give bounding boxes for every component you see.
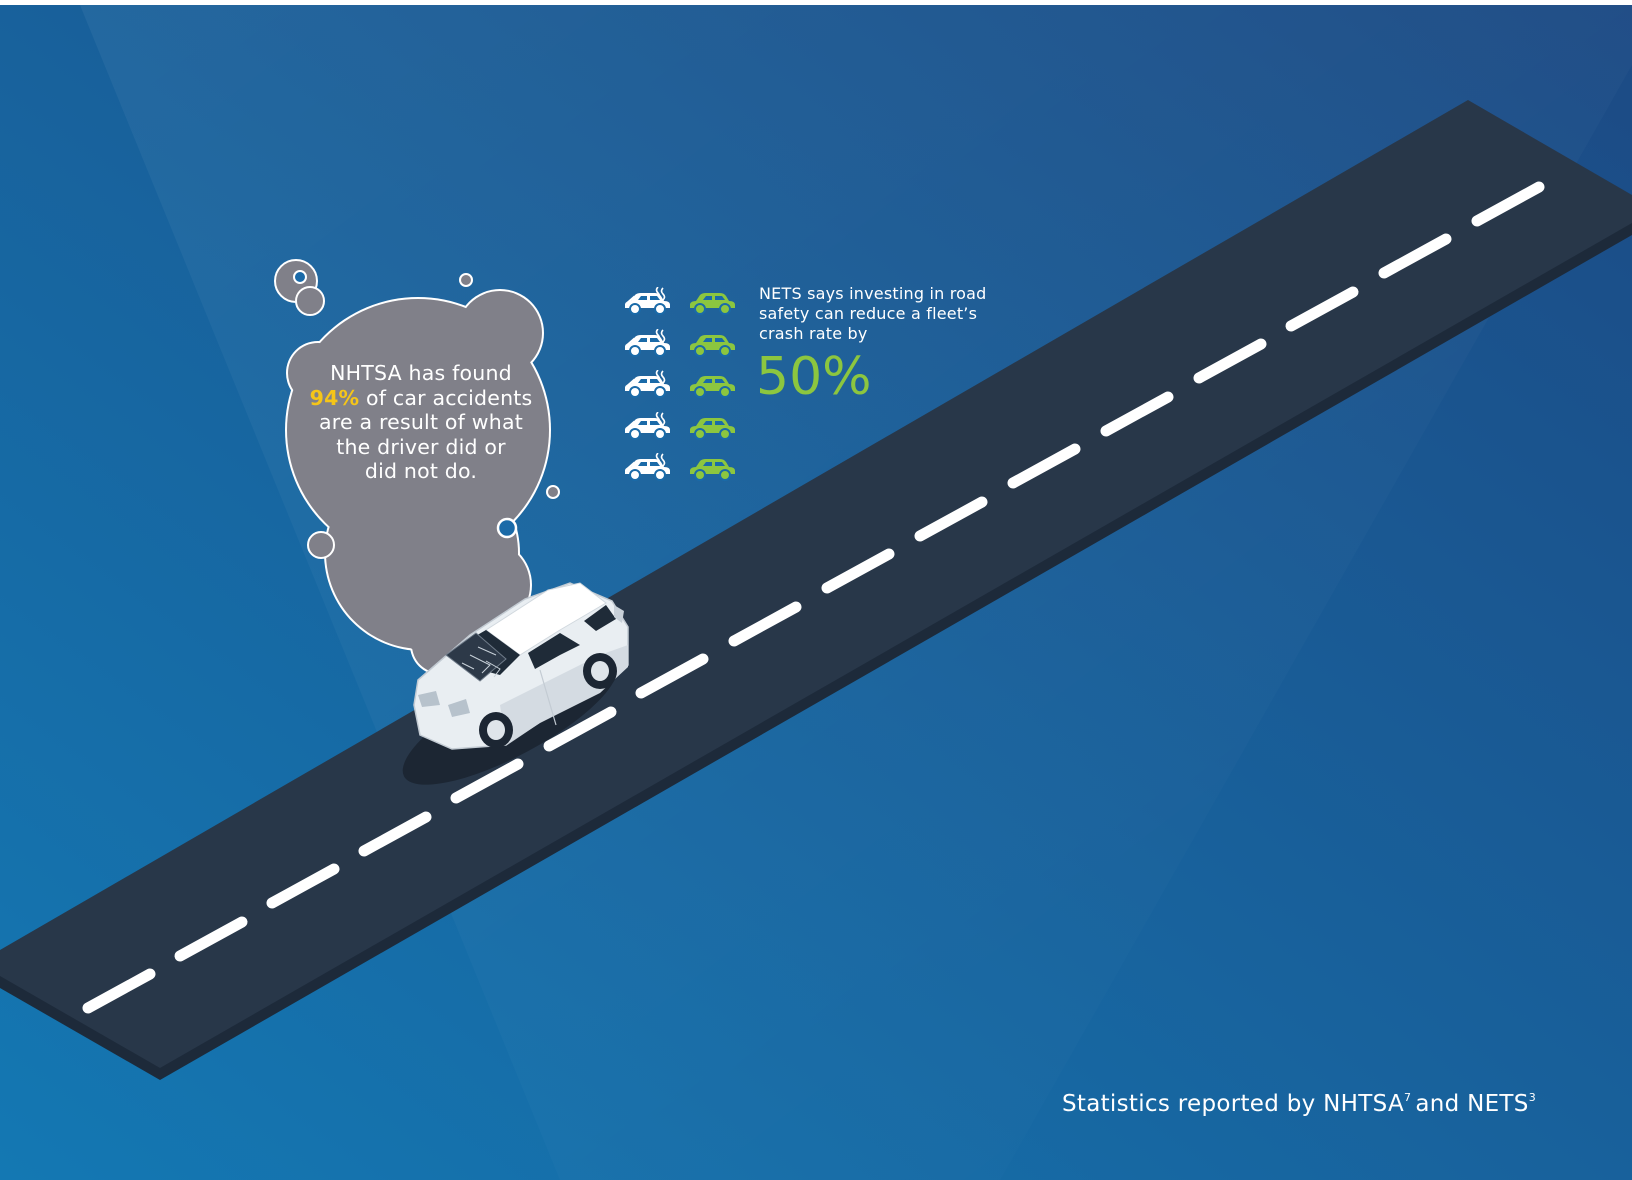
smoke-line-1: NHTSA has found xyxy=(330,361,512,385)
engine-damage xyxy=(461,646,501,678)
source-footer: Statistics reported by NHTSA7 and NETS3 xyxy=(1062,1091,1536,1117)
nets-callout-text: NETS says investing in road safety can r… xyxy=(759,284,1009,344)
smoke-puff-hole xyxy=(293,270,307,284)
car-icon xyxy=(687,453,737,487)
smoke-puff xyxy=(295,286,325,316)
smoke-line-2: 94% of car accidents xyxy=(286,386,556,411)
footnote-ref-nhtsa: 7 xyxy=(1404,1091,1412,1104)
crashed-car-icon xyxy=(622,327,672,363)
smoke-puff xyxy=(459,273,473,287)
scene xyxy=(0,5,1632,1180)
footer-prefix: Statistics reported by NHTSA xyxy=(1062,1091,1404,1117)
car-icon xyxy=(687,412,737,446)
smoke-cloud xyxy=(274,259,560,691)
crashed-car-icon xyxy=(622,369,672,404)
smoke-puff xyxy=(546,485,560,499)
broken-down-car xyxy=(413,582,629,750)
smoke-puff xyxy=(496,517,518,539)
crashed-car-icon xyxy=(622,452,672,487)
nets-line-3: crash rate by xyxy=(759,324,868,343)
footnote-ref-nets: 3 xyxy=(1528,1091,1536,1104)
car-icon xyxy=(687,370,737,404)
car-wheels xyxy=(479,653,617,748)
smoke-line-3: are a result of what xyxy=(319,410,523,434)
footer-middle: and NETS xyxy=(1415,1091,1529,1117)
nets-line-1: NETS says investing in road xyxy=(759,284,987,303)
stat-highlight-94: 94% xyxy=(309,385,360,410)
smoke-line-2-rest: of car accidents xyxy=(359,385,533,410)
stat-50-percent: 50% xyxy=(756,347,872,407)
crashed-car-icon xyxy=(622,410,672,446)
smoke-line-5: did not do. xyxy=(364,459,478,483)
nets-line-2: safety can reduce a fleet’s xyxy=(759,304,978,323)
crashed-car-icon xyxy=(622,286,672,321)
smoke-puff xyxy=(307,531,335,559)
road xyxy=(0,100,1632,1080)
road-centerline-dashes xyxy=(82,181,1545,1014)
smoke-line-4: the driver did or xyxy=(336,434,506,459)
car-icon xyxy=(687,329,737,363)
car-icon xyxy=(687,287,737,321)
infographic: NHTSA has found 94% of car accidents are… xyxy=(0,5,1632,1180)
smoke-callout-text: NHTSA has found 94% of car accidents are… xyxy=(286,361,556,484)
